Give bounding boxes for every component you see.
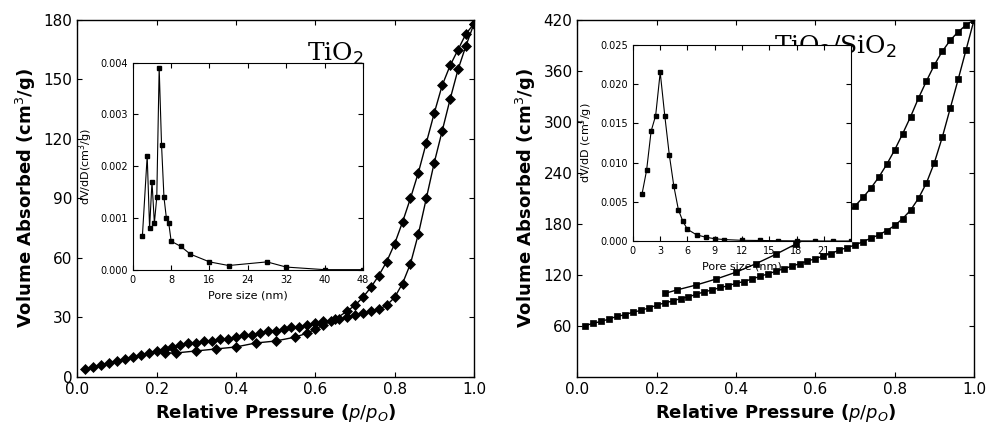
Text: TiO$_2$/SiO$_2$: TiO$_2$/SiO$_2$ (774, 34, 897, 60)
X-axis label: Relative Pressure ($p/p_O$): Relative Pressure ($p/p_O$) (655, 402, 897, 424)
Y-axis label: Volume Absorbed (cm$^3$/g): Volume Absorbed (cm$^3$/g) (514, 68, 538, 328)
Y-axis label: Volume Absorbed (cm$^3$/g): Volume Absorbed (cm$^3$/g) (14, 68, 38, 328)
Text: TiO$_2$: TiO$_2$ (307, 41, 363, 67)
X-axis label: Relative Pressure ($p/p_O$): Relative Pressure ($p/p_O$) (155, 402, 396, 424)
